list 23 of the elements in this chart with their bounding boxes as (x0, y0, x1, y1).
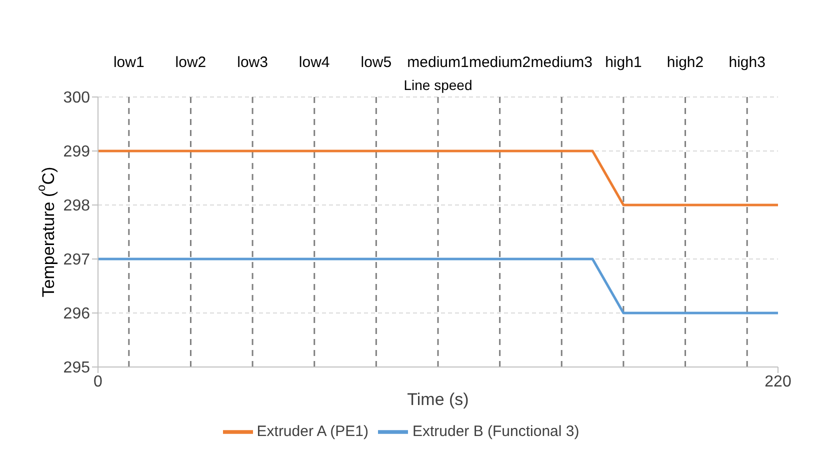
y-tick-label: 300 (63, 90, 90, 107)
x-tick-label: 220 (764, 373, 792, 390)
ref-line-label: high3 (728, 54, 766, 71)
y-tick-label: 298 (63, 198, 90, 215)
y-tick-label: 299 (63, 144, 90, 161)
x-axis-title: Time (s) (407, 390, 469, 409)
y-tick-label: 295 (63, 360, 90, 377)
ref-line-label: high1 (605, 54, 642, 71)
ref-line-label: low3 (237, 54, 268, 71)
ref-line-label: medium3 (530, 54, 592, 71)
y-tick-label: 297 (63, 252, 90, 269)
ref-line-label: medium1 (407, 54, 469, 71)
y-tick-label: 296 (63, 306, 90, 323)
legend-label: Extruder B (Functional 3) (412, 422, 580, 440)
x-tick-label: 0 (94, 373, 103, 390)
text: Line speed (404, 77, 472, 93)
ref-line-label: low4 (298, 54, 330, 71)
ref-line-label: high2 (666, 54, 704, 71)
ref-line-label: low2 (175, 54, 206, 71)
ref-line-label: low5 (360, 54, 392, 71)
legend-label: Extruder A (PE1) (256, 422, 368, 440)
ref-line-label: low1 (113, 54, 144, 71)
ref-line-label: medium2 (468, 54, 531, 71)
